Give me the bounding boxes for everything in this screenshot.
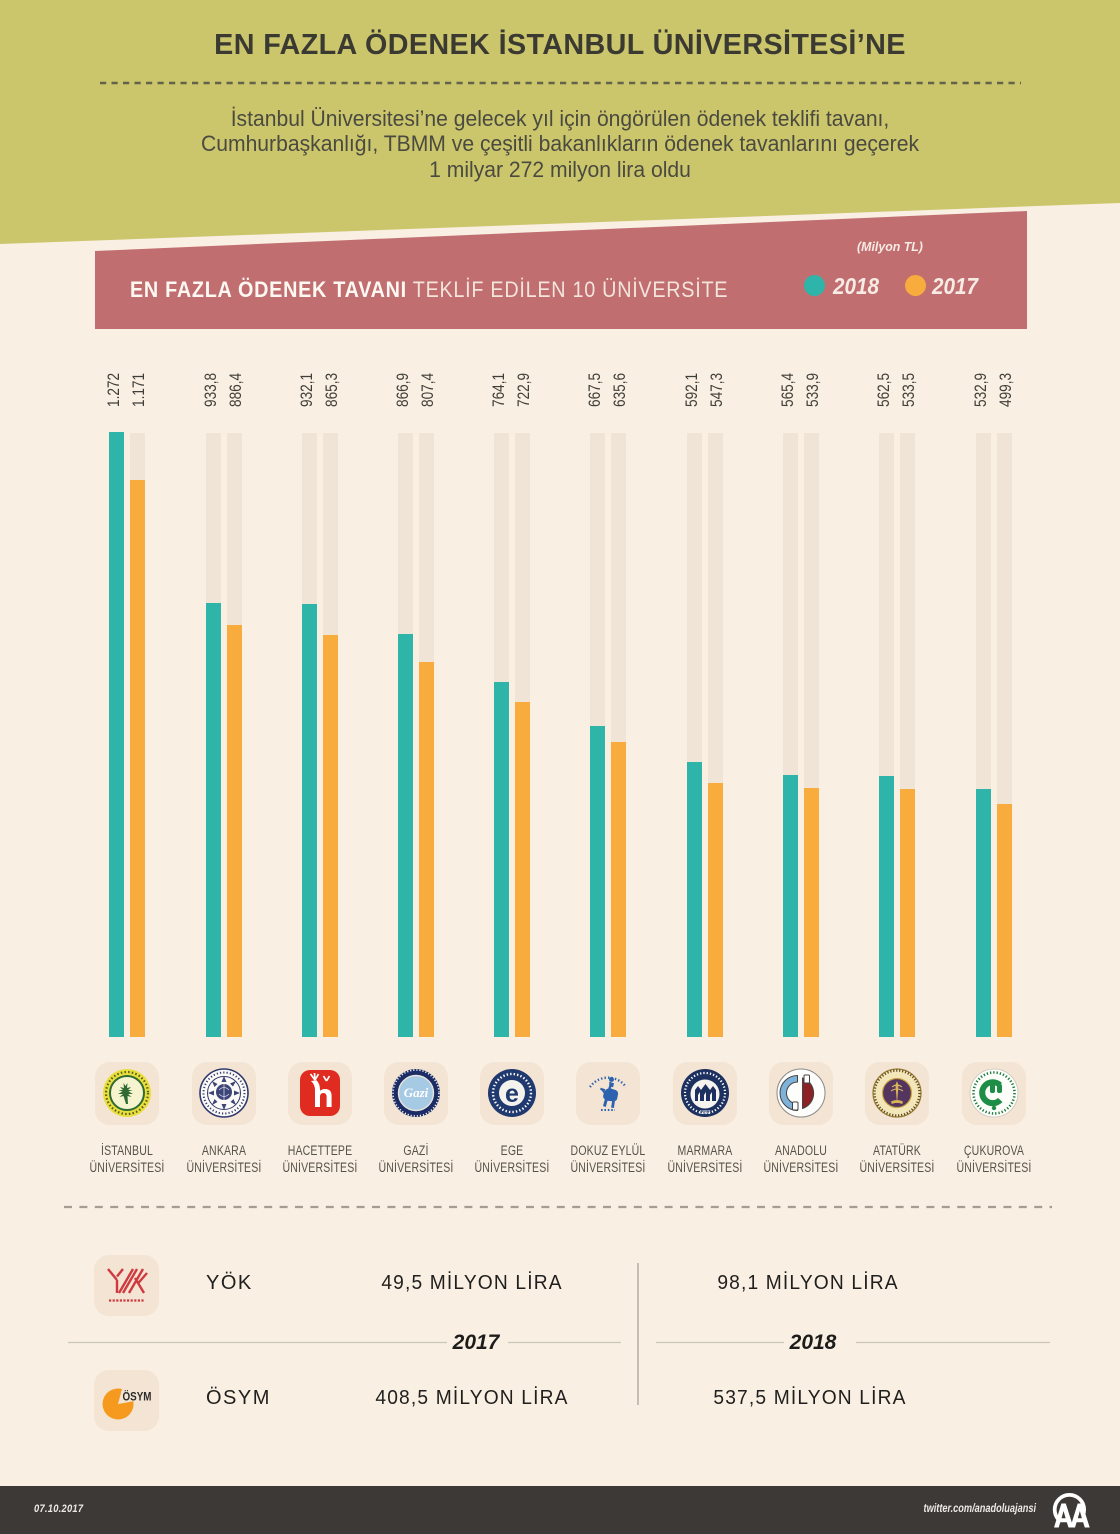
svg-text:1883: 1883	[699, 1110, 710, 1116]
svg-text:e: e	[505, 1080, 519, 1108]
svg-text:Gazi: Gazi	[404, 1085, 429, 1100]
svg-text:ÖSYM: ÖSYM	[123, 1391, 152, 1404]
